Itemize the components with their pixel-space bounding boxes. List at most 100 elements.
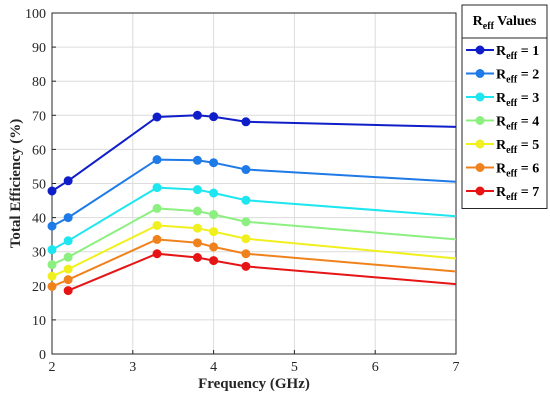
- data-point: [192, 238, 202, 248]
- y-tick-label: 20: [32, 280, 46, 295]
- data-point: [241, 261, 251, 271]
- data-point: [63, 236, 73, 246]
- data-point: [209, 227, 219, 237]
- series-line: [51, 114, 457, 192]
- series-4: [47, 203, 457, 270]
- data-point: [241, 165, 251, 175]
- data-point: [209, 210, 219, 220]
- legend-entry-4: Reff = 4: [466, 115, 539, 133]
- data-point: [152, 249, 162, 259]
- series-layer: [47, 110, 457, 296]
- y-tick-label: 50: [32, 178, 46, 193]
- data-point: [152, 220, 162, 230]
- legend-label: Reff = 6: [496, 162, 539, 180]
- data-point: [152, 155, 162, 165]
- data-point: [192, 223, 202, 233]
- data-point: [47, 186, 57, 196]
- series-7: [63, 249, 457, 296]
- y-tick-label: 40: [32, 212, 46, 227]
- data-point: [47, 260, 57, 270]
- legend: Reff Values Reff = 1 Reff = 2 Reff = 3 Reff …: [461, 4, 548, 209]
- x-tick-label: 3: [129, 360, 136, 375]
- data-point: [241, 234, 251, 244]
- y-tick-label: 100: [25, 7, 46, 22]
- data-point: [47, 271, 57, 281]
- data-point: [192, 185, 202, 195]
- legend-marker: [475, 139, 485, 149]
- y-axis-title: Total Efficiency (%): [8, 119, 24, 248]
- data-point: [47, 245, 57, 255]
- legend-marker: [475, 116, 485, 125]
- x-tick-label: 2: [49, 360, 56, 375]
- data-point: [241, 195, 251, 205]
- data-point: [241, 249, 251, 259]
- series-2: [47, 155, 457, 231]
- legend-label: Reff = 4: [496, 115, 539, 133]
- data-point: [192, 252, 202, 262]
- data-point: [63, 275, 73, 285]
- x-tick-label: 7: [453, 360, 460, 375]
- legend-label: Reff = 5: [496, 138, 539, 156]
- data-point: [192, 110, 202, 120]
- y-tick-label: 90: [32, 41, 46, 56]
- data-point: [47, 281, 57, 291]
- legend-marker: [475, 69, 485, 78]
- data-point: [209, 158, 219, 168]
- data-point: [192, 206, 202, 216]
- x-axis-title: Frequency (GHz): [198, 376, 310, 392]
- data-point: [209, 256, 219, 266]
- legend-box: [461, 4, 548, 209]
- legend-entry-7: Reff = 7: [466, 185, 539, 203]
- legend-entry-6: Reff = 6: [466, 162, 539, 180]
- legend-entry-2: Reff = 2: [466, 68, 539, 86]
- y-axis-ticks: 0 10 20 30 40 50 60 70 80 90 100: [25, 7, 56, 363]
- data-point: [152, 183, 162, 193]
- y-tick-label: 60: [32, 143, 46, 158]
- x-tick-label: 6: [372, 360, 379, 375]
- data-point: [241, 217, 251, 227]
- data-point: [209, 188, 219, 198]
- data-point: [63, 252, 73, 262]
- data-point: [152, 203, 162, 213]
- data-point: [63, 176, 73, 186]
- x-tick-label: 5: [291, 360, 298, 375]
- grid-lines: [51, 12, 457, 355]
- legend-entry-1: Reff = 1: [466, 44, 539, 62]
- data-point: [63, 213, 73, 223]
- series-line: [67, 252, 457, 292]
- y-tick-label: 70: [32, 109, 46, 124]
- data-point: [63, 264, 73, 274]
- legend-label: Reff = 2: [496, 68, 539, 86]
- legend-marker: [475, 92, 485, 102]
- data-point: [63, 286, 73, 296]
- legend-entry-3: Reff = 3: [466, 91, 539, 109]
- series-line: [51, 207, 457, 266]
- data-point: [192, 155, 202, 165]
- series-6: [47, 234, 457, 291]
- data-point: [152, 234, 162, 244]
- legend-entry-5: Reff = 5: [466, 138, 539, 156]
- data-point: [241, 117, 251, 127]
- series-1: [47, 110, 457, 196]
- legend-label: Reff = 3: [496, 91, 539, 109]
- data-point: [209, 112, 219, 122]
- series-line: [51, 158, 457, 227]
- legend-marker: [475, 45, 485, 55]
- y-tick-label: 30: [32, 246, 46, 261]
- x-axis-ticks: 2 3 4 5 6 7: [49, 350, 460, 375]
- data-point: [47, 221, 57, 231]
- data-point: [209, 242, 219, 252]
- y-tick-label: 80: [32, 75, 46, 90]
- legend-marker: [475, 186, 485, 196]
- series-3: [47, 183, 457, 255]
- y-tick-label: 0: [39, 348, 46, 363]
- legend-label: Reff = 7: [496, 185, 539, 203]
- legend-marker: [475, 163, 485, 172]
- x-tick-label: 4: [210, 360, 217, 375]
- legend-label: Reff = 1: [496, 44, 539, 62]
- legend-title: Reff Values: [473, 14, 537, 32]
- series-5: [47, 220, 457, 281]
- y-tick-label: 10: [32, 314, 46, 329]
- data-point: [152, 112, 162, 122]
